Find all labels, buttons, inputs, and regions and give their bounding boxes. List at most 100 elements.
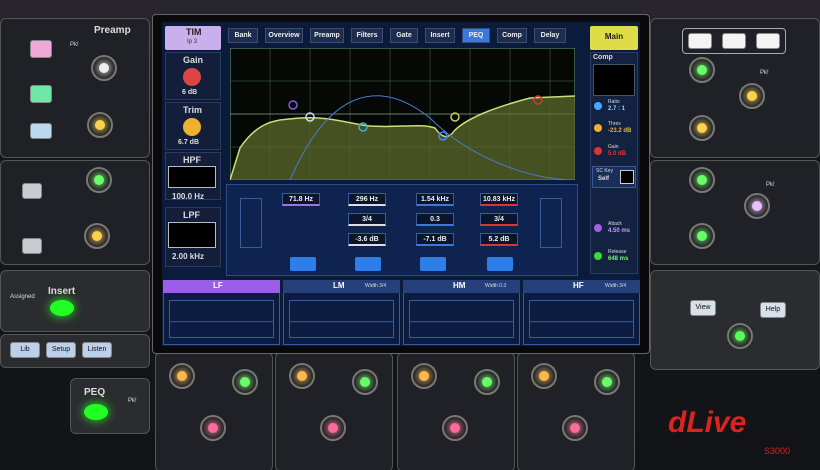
tab[interactable]: Delay	[534, 28, 566, 43]
trim-label: Trim	[183, 105, 203, 115]
band-header	[283, 280, 400, 293]
button[interactable]: Lib	[10, 342, 40, 358]
knob[interactable]	[744, 193, 770, 219]
comp-knob	[594, 102, 602, 110]
tab[interactable]: Preamp	[310, 28, 344, 43]
knob[interactable]	[84, 223, 110, 249]
gain-label: Gain	[183, 55, 204, 65]
trim-knob	[183, 118, 201, 136]
eq-graph	[230, 48, 575, 180]
lm-handle-2[interactable]	[358, 122, 368, 132]
filter-icons	[540, 198, 562, 248]
button[interactable]	[722, 33, 746, 49]
knob-led	[747, 91, 757, 101]
lpf-label: LPF	[183, 210, 200, 220]
peak-label: Pk!	[760, 70, 769, 76]
panel	[0, 270, 150, 332]
knob-led	[94, 175, 104, 185]
comp-knob	[594, 147, 602, 155]
button[interactable]	[22, 238, 42, 254]
comp-knob	[594, 252, 602, 260]
tab[interactable]: Bank	[228, 28, 258, 43]
gain-value: 5.0 dB	[608, 151, 627, 157]
select-button[interactable]	[487, 257, 513, 271]
param-field[interactable]: 1.54 kHz	[416, 193, 454, 206]
param-field[interactable]: 71.8 Hz	[282, 193, 320, 206]
attack-label: Attack	[608, 221, 622, 227]
tab[interactable]: PEQ	[462, 28, 490, 43]
button[interactable]	[22, 183, 42, 199]
button[interactable]: View	[690, 300, 716, 316]
select-button[interactable]	[420, 257, 446, 271]
param-field[interactable]: 10.83 kHz	[480, 193, 518, 206]
tab[interactable]: Filters	[351, 28, 383, 43]
hf-handle[interactable]	[450, 112, 460, 122]
knob-led	[697, 65, 707, 75]
param-field[interactable]: 5.2 dB	[480, 233, 518, 246]
lpf-curve	[168, 222, 216, 248]
release-value: 648 ms	[608, 256, 629, 262]
button[interactable]: Setup	[46, 342, 76, 358]
knob[interactable]	[411, 363, 437, 389]
knob-led	[735, 331, 745, 341]
thres-value: -23.2 dB	[608, 128, 632, 134]
hf-handle-2[interactable]	[533, 95, 543, 105]
knob-led	[208, 423, 218, 433]
button[interactable]: Listen	[82, 342, 112, 358]
attack-value: 4.50 ms	[608, 228, 631, 234]
gain-label: Gain	[608, 144, 619, 150]
lpf-value: 2.00 kHz	[172, 252, 205, 261]
peq-led[interactable]	[84, 404, 108, 420]
param-field[interactable]: 296 Hz	[348, 193, 386, 206]
param-field[interactable]: -3.6 dB	[348, 233, 386, 246]
band-curve	[289, 95, 575, 180]
tab[interactable]: Comp	[497, 28, 527, 43]
knob-led	[697, 231, 707, 241]
sc-key-value: Self	[598, 176, 610, 182]
button[interactable]	[30, 85, 52, 103]
knob-led	[95, 120, 105, 130]
peak-label: Pk!	[128, 398, 137, 404]
channel-name: TIM	[186, 27, 202, 37]
hpf-value: 100.0 Hz	[172, 192, 205, 201]
knob[interactable]	[200, 415, 226, 441]
button[interactable]: Help	[760, 302, 786, 318]
band-name: LF	[213, 281, 223, 290]
ratio-value: 2.7 : 1	[608, 106, 626, 112]
band-curve	[529, 300, 634, 338]
knob-led	[602, 377, 612, 387]
tab[interactable]: Overview	[265, 28, 303, 43]
panel	[650, 160, 820, 265]
main-box[interactable]: Main	[590, 26, 638, 50]
tab[interactable]: Gate	[390, 28, 418, 43]
button[interactable]	[30, 123, 52, 139]
ratio-label: Ratio	[608, 99, 620, 105]
param-field[interactable]: 0.3	[416, 213, 454, 226]
peak-label: Pk!	[766, 182, 775, 188]
lm-handle[interactable]	[305, 112, 315, 122]
select-button[interactable]	[355, 257, 381, 271]
band-curve	[289, 300, 394, 338]
select-button[interactable]	[290, 257, 316, 271]
channel-box	[165, 26, 221, 50]
band-header	[163, 280, 280, 293]
tab[interactable]: Insert	[425, 28, 455, 43]
knob-led	[419, 371, 429, 381]
button[interactable]	[688, 33, 712, 49]
button[interactable]	[756, 33, 780, 49]
button[interactable]	[30, 40, 52, 58]
button-group	[682, 28, 786, 54]
param-field[interactable]: 3/4	[480, 213, 518, 226]
band-curve	[409, 300, 514, 338]
insert-led[interactable]	[50, 300, 74, 316]
knob-led	[99, 63, 109, 73]
param-field[interactable]: -7.1 dB	[416, 233, 454, 246]
comp-title: Comp	[593, 54, 613, 61]
gain-knob	[183, 68, 201, 86]
param-field[interactable]: 3/4	[348, 213, 386, 226]
sc-key-button[interactable]	[620, 170, 634, 184]
hpf-curve	[168, 166, 216, 188]
hm-handle[interactable]	[438, 131, 448, 141]
thres-label: Thres	[608, 121, 621, 127]
lf-handle[interactable]	[288, 100, 298, 110]
